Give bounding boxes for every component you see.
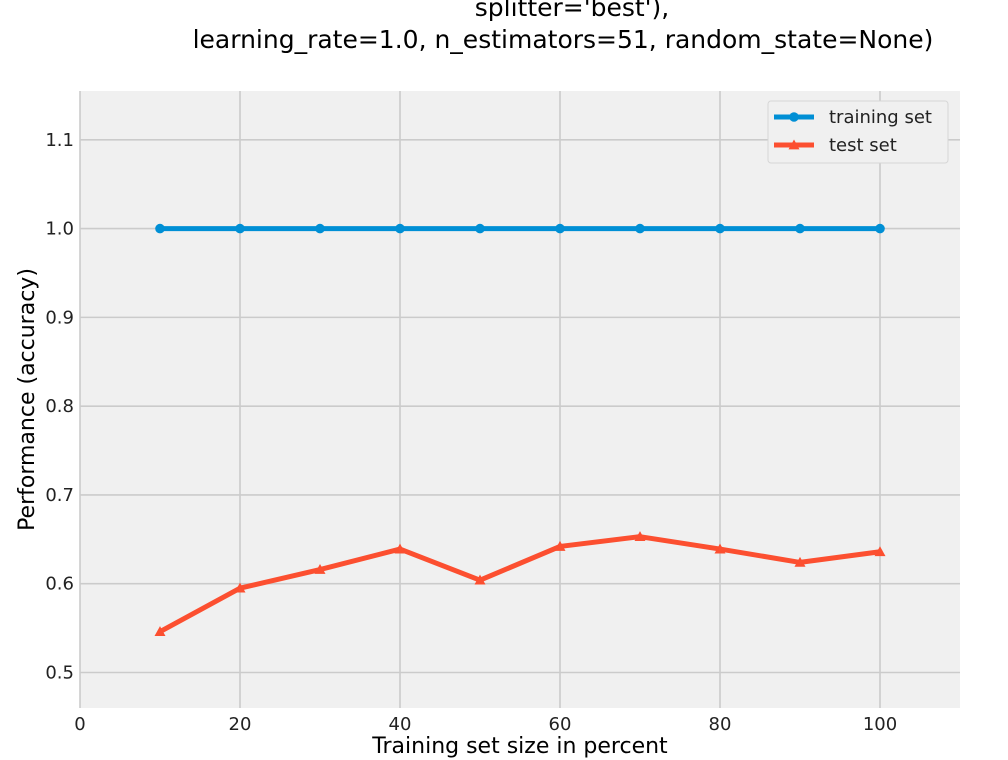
data-point bbox=[475, 223, 485, 234]
chart-title-line-1: splitter='best'), bbox=[475, 0, 670, 22]
data-point bbox=[154, 626, 166, 637]
x-tick-label: 0 bbox=[74, 714, 85, 735]
x-axis-ticks: 0 20 40 60 80 100 bbox=[74, 714, 897, 735]
legend-item: test set bbox=[774, 135, 897, 156]
y-axis-label: Performance (accuracy) bbox=[15, 268, 40, 531]
x-tick-label: 60 bbox=[549, 714, 572, 735]
y-tick-label: 1.1 bbox=[45, 130, 74, 151]
data-point bbox=[395, 223, 405, 234]
series-layer bbox=[154, 223, 886, 637]
legend-item: training set bbox=[774, 107, 932, 128]
data-point bbox=[474, 574, 486, 585]
x-tick-label: 40 bbox=[389, 714, 412, 735]
legend: training set test set bbox=[767, 100, 949, 164]
x-tick-label: 20 bbox=[229, 714, 252, 735]
chart-title: splitter='best'), learning_rate=1.0, n_e… bbox=[193, 0, 934, 54]
series-line bbox=[158, 534, 881, 634]
data-point bbox=[235, 223, 245, 234]
data-point bbox=[715, 223, 725, 234]
y-tick-label: 0.7 bbox=[45, 485, 74, 506]
chart-title-line-2: learning_rate=1.0, n_estimators=51, rand… bbox=[193, 25, 934, 54]
x-tick-label: 80 bbox=[709, 714, 732, 735]
data-point bbox=[794, 556, 806, 567]
data-point bbox=[554, 540, 566, 551]
legend-label: test set bbox=[829, 135, 897, 156]
legend-label: training set bbox=[829, 107, 932, 128]
y-tick-label: 0.8 bbox=[45, 396, 74, 417]
x-tick-label: 100 bbox=[863, 714, 897, 735]
data-point bbox=[394, 543, 406, 554]
legend-marker bbox=[789, 112, 799, 122]
y-tick-label: 1.0 bbox=[45, 219, 74, 240]
data-point bbox=[795, 223, 805, 234]
data-point bbox=[874, 546, 886, 557]
data-point bbox=[155, 223, 165, 234]
data-point bbox=[635, 223, 645, 234]
data-point bbox=[314, 564, 326, 574]
plot-area bbox=[80, 91, 960, 708]
data-point bbox=[875, 223, 885, 234]
data-point bbox=[714, 543, 726, 554]
series-0 bbox=[155, 223, 885, 234]
x-axis-label: Training set size in percent bbox=[371, 734, 668, 759]
y-tick-label: 0.5 bbox=[45, 662, 74, 683]
data-point bbox=[234, 582, 246, 593]
legend-marker bbox=[788, 139, 800, 150]
series-1 bbox=[154, 531, 886, 637]
y-axis-ticks: 0.5 0.6 0.7 0.8 0.9 1.0 1.1 bbox=[45, 130, 74, 684]
data-point bbox=[315, 223, 325, 234]
y-tick-label: 0.6 bbox=[45, 574, 74, 595]
y-tick-label: 0.9 bbox=[45, 307, 74, 328]
data-point bbox=[634, 531, 646, 542]
data-point bbox=[555, 223, 565, 234]
